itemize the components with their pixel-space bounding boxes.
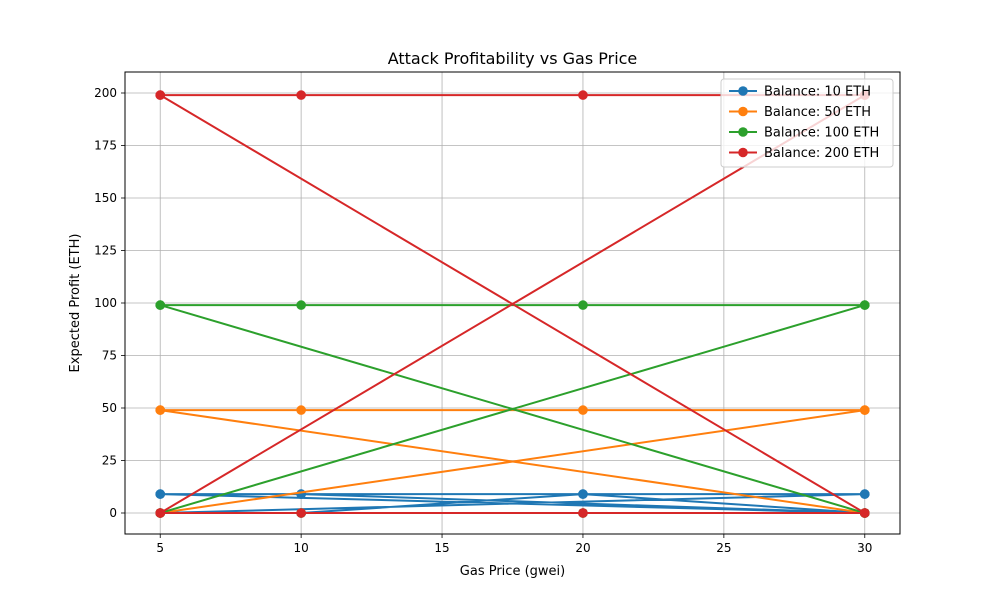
data-point (578, 405, 588, 415)
legend-marker (738, 127, 748, 137)
x-tick-label: 30 (857, 541, 872, 555)
legend-label: Balance: 200 ETH (764, 146, 879, 161)
data-point (578, 489, 588, 499)
x-tick-label: 25 (716, 541, 731, 555)
legend-item: Balance: 200 ETH (729, 146, 879, 161)
axis-ticks: 5 10 15 20 25 30 0 25 50 75 100 125 150 175 200 (94, 86, 872, 555)
data-point (296, 90, 306, 100)
y-tick-label: 175 (94, 139, 117, 153)
x-tick-label: 20 (575, 541, 590, 555)
y-axis-label: Expected Profit (ETH) (68, 234, 83, 373)
legend-marker (738, 106, 748, 117)
x-tick-label: 15 (434, 541, 449, 555)
data-point (296, 300, 306, 310)
data-point (578, 90, 588, 100)
y-tick-label: 150 (94, 191, 117, 205)
series-lines (155, 90, 870, 518)
data-point (859, 508, 870, 518)
data-point (296, 508, 306, 518)
data-point (296, 405, 306, 415)
series-line (159, 94, 866, 514)
chart-title: Attack Profitability vs Gas Price (388, 49, 638, 68)
legend: Balance: 10 ETH Balance: 50 ETH Balance: 1… (720, 78, 894, 168)
legend-item: Balance: 10 ETH (729, 85, 871, 100)
data-point (155, 508, 166, 518)
data-point (859, 405, 870, 415)
y-tick-label: 200 (94, 86, 117, 100)
legend-marker (738, 86, 748, 96)
data-point (296, 489, 306, 499)
legend-item: Balance: 100 ETH (729, 126, 879, 141)
data-point (859, 489, 870, 499)
x-axis-label: Gas Price (gwei) (460, 564, 565, 579)
data-point (155, 300, 166, 310)
data-point (155, 90, 166, 100)
data-point (578, 508, 588, 518)
data-point (155, 405, 166, 415)
legend-label: Balance: 50 ETH (764, 105, 871, 120)
legend-label: Balance: 10 ETH (764, 85, 871, 100)
y-tick-label: 75 (102, 349, 117, 363)
x-tick-label: 5 (156, 541, 164, 555)
legend-box (720, 78, 894, 168)
legend-item: Balance: 50 ETH (729, 105, 871, 120)
legend-marker (738, 147, 748, 158)
legend-label: Balance: 100 ETH (764, 126, 879, 141)
data-point (578, 300, 588, 310)
y-tick-label: 50 (102, 401, 117, 415)
data-point (859, 300, 870, 310)
y-tick-label: 125 (94, 244, 117, 258)
y-tick-label: 100 (94, 296, 117, 310)
data-point (155, 489, 166, 499)
x-tick-label: 10 (293, 541, 308, 555)
y-tick-label: 0 (109, 506, 117, 520)
y-tick-label: 25 (102, 454, 117, 468)
